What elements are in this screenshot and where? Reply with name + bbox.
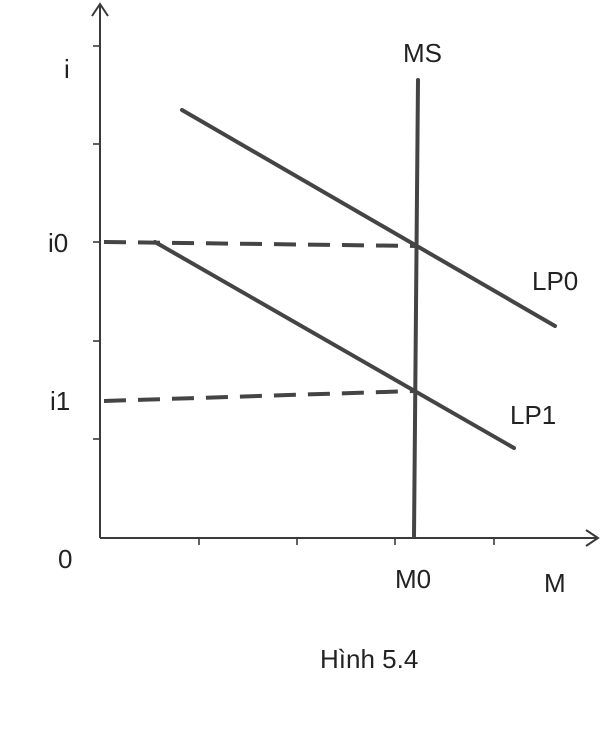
lp0-line xyxy=(180,108,557,328)
origin-label: 0 xyxy=(58,544,72,574)
y-tick-label-i1: i1 xyxy=(50,386,70,416)
lp1-label: LP1 xyxy=(510,400,556,430)
axes xyxy=(91,2,600,547)
x-tick-label-m0: M0 xyxy=(395,564,431,594)
y-tick-marks xyxy=(93,45,100,440)
x-axis-label: M xyxy=(544,568,566,598)
y-axis-arrow xyxy=(91,2,109,17)
lp0-label: LP0 xyxy=(532,266,578,296)
i0-guide-dashed-line xyxy=(103,240,417,248)
x-tick-marks xyxy=(198,538,495,545)
y-axis-label: i xyxy=(64,54,70,84)
ms-line xyxy=(412,78,420,538)
ms-label: MS xyxy=(403,38,442,68)
figure-caption: Hình 5.4 xyxy=(320,644,418,674)
y-tick-label-i0: i0 xyxy=(48,228,68,258)
x-axis-arrow xyxy=(585,529,600,547)
i1-guide-dashed-line xyxy=(103,389,415,403)
lp1-line xyxy=(153,240,516,450)
